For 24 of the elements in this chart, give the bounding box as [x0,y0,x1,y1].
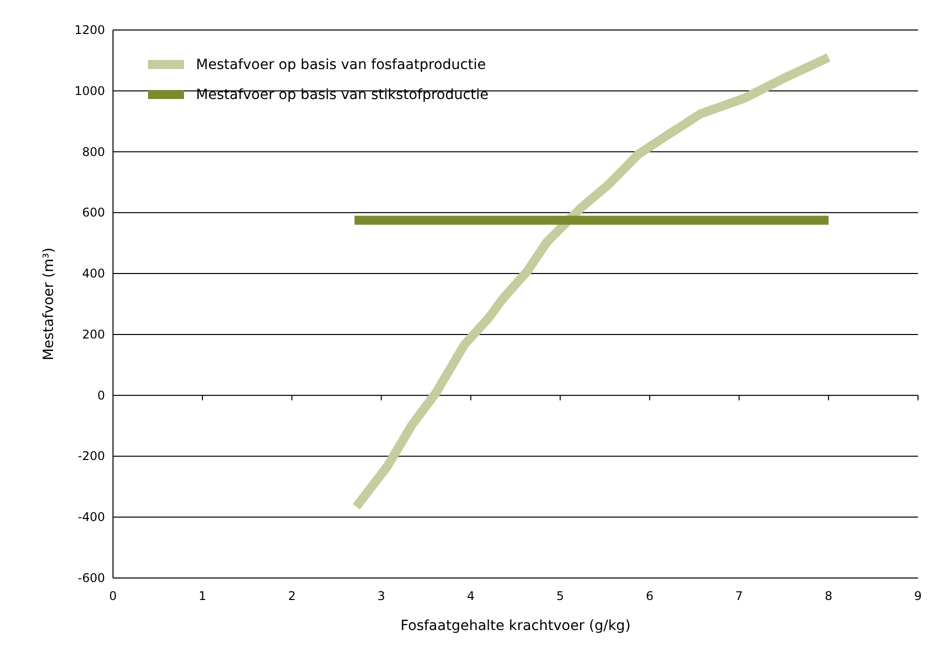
y-tick-label: 1000 [74,84,105,98]
x-tick-label: 4 [466,589,475,603]
x-tick-label: 3 [378,589,386,603]
x-tick-label: 8 [824,589,832,603]
y-tick-label: -400 [78,510,105,524]
y-tick-label: 1200 [74,23,105,37]
x-tick-label: 0 [109,589,117,603]
x-tick-label: 1 [198,589,206,603]
y-axis-title: Mestafvoer (m³) [41,248,57,360]
y-tick-label: 600 [82,206,105,220]
x-tick-label: 9 [914,589,922,603]
y-tick-label: 0 [97,388,105,402]
legend-label: Mestafvoer op basis van fosfaatproductie [196,57,486,73]
y-tick-label: -600 [78,571,105,585]
y-tick-label: 200 [82,327,105,342]
x-axis-title: Fosfaatgehalte krachtvoer (g/kg) [400,618,631,634]
x-tick-label: 6 [646,589,654,603]
x-tick-label: 2 [288,589,296,603]
legend-label: Mestafvoer op basis van stikstofproductie [196,87,489,103]
y-tick-label: 800 [82,144,105,159]
y-tick-label: -200 [78,449,105,464]
x-tick-label: 7 [735,589,743,603]
y-tick-label: 400 [82,266,105,281]
x-tick-label: 5 [556,589,564,603]
